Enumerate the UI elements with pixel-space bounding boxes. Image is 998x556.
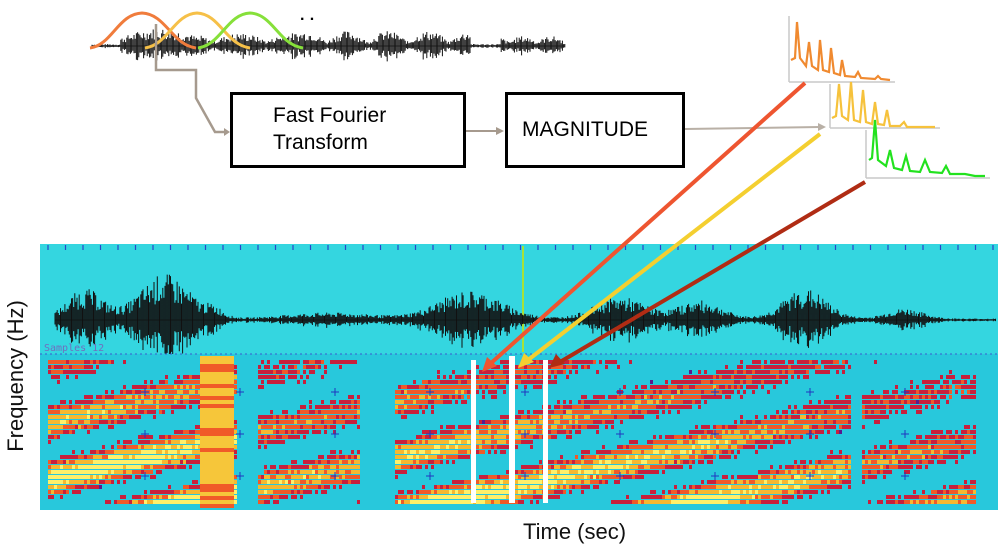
frequency-axis-label: Frequency (Hz)	[3, 300, 28, 452]
fft-to-magnitude-arrow	[466, 127, 504, 135]
mapping-arrow-2	[518, 132, 822, 368]
speech-viewer-panel	[40, 244, 998, 510]
fft-block: Fast Fourier Transform	[230, 92, 466, 168]
frame-marker-2	[509, 356, 515, 503]
analysis-window-3	[197, 11, 304, 50]
top-speech-waveform	[91, 29, 566, 62]
magnitude-block: MAGNITUDE	[505, 92, 685, 168]
mapping-arrow-1	[482, 81, 807, 372]
frame-markers	[471, 356, 548, 503]
spectrogram	[48, 356, 976, 508]
fft-label-line1: Fast Fourier	[273, 104, 387, 127]
magnitude-spectrum-1	[788, 16, 895, 83]
analysis-window-2	[144, 11, 251, 50]
magnitude-label: MAGNITUDE	[522, 118, 648, 141]
samples-readout: Samples 12	[44, 343, 105, 354]
waveform-time-ruler	[47, 245, 994, 250]
magnitude-spectrum-2	[829, 81, 940, 129]
frame-marker-1	[471, 360, 476, 503]
time-axis-label: Time (sec)	[523, 519, 627, 544]
mapping-arrows	[482, 81, 867, 372]
frame-connector	[154, 24, 230, 136]
analysis-windows	[89, 11, 304, 50]
mapping-arrow-3	[549, 180, 867, 368]
frame-marker-3	[543, 360, 548, 503]
magnitude-spectrum-3	[865, 119, 990, 179]
continuation-dots: · ·	[300, 11, 315, 28]
analysis-window-1	[89, 11, 197, 50]
fft-label-line2: Transform	[273, 131, 368, 154]
